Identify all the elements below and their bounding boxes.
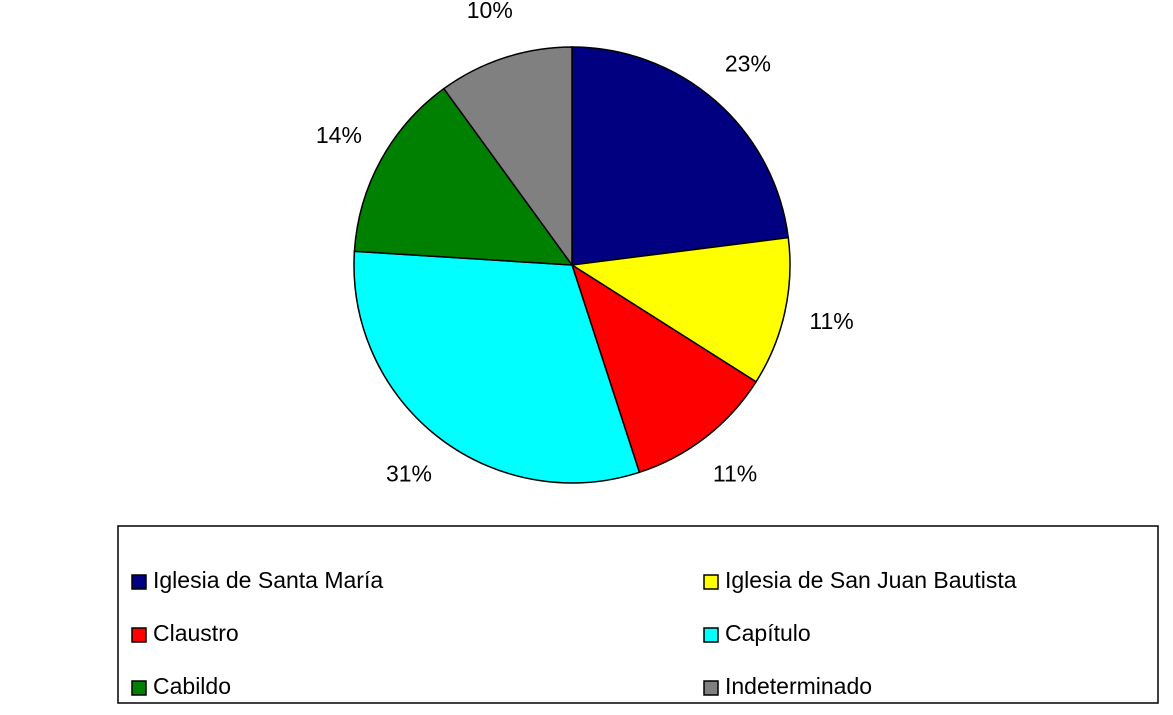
pie-slice: [442, 46, 573, 268]
data-label: 11%: [809, 308, 853, 334]
legend-label: Indeterminado: [725, 673, 872, 699]
pie-slice: [353, 87, 574, 266]
pie-slice: [570, 263, 758, 474]
legend-swatch: [703, 574, 719, 590]
pie-slice: [569, 236, 791, 383]
legend-swatch: [131, 680, 147, 696]
legend-label: Cabildo: [153, 673, 231, 699]
data-label: 14%: [316, 122, 362, 148]
data-label: 11%: [713, 460, 757, 486]
legend-swatch: [131, 627, 147, 643]
legend-box: [117, 525, 1159, 704]
pie-slice: [571, 46, 790, 266]
legend-swatch: [131, 574, 147, 590]
pie-slice: [353, 250, 641, 484]
data-label: 10%: [467, 0, 513, 23]
data-label: 31%: [386, 460, 432, 486]
legend-swatch: [703, 627, 719, 643]
legend-label: Capítulo: [725, 620, 811, 646]
data-label: 23%: [725, 51, 771, 77]
legend-label: Claustro: [153, 620, 239, 646]
legend-label: Iglesia de San Juan Bautista: [725, 567, 1017, 593]
legend-label: Iglesia de Santa María: [153, 567, 383, 593]
legend-swatch: [703, 680, 719, 696]
